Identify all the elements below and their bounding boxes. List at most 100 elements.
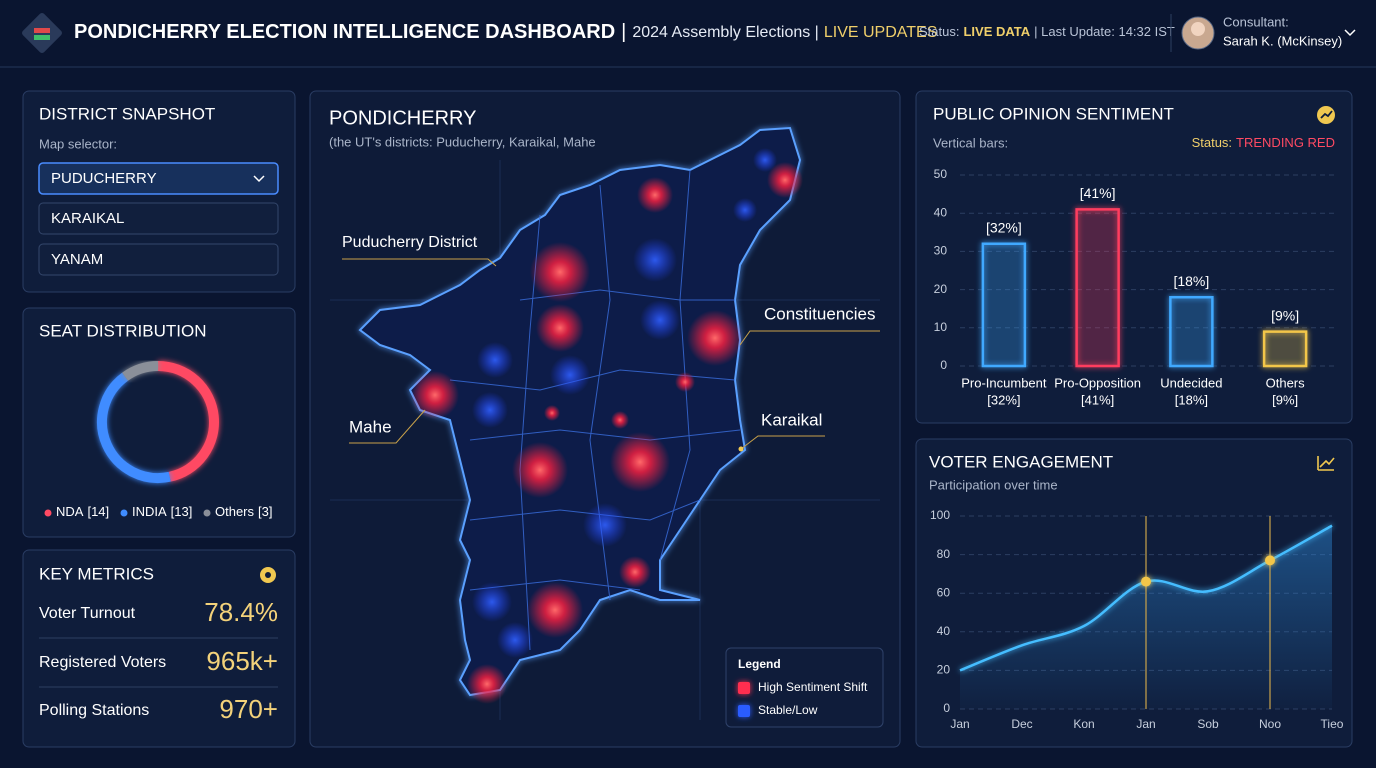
x-tick-label: Pro-Opposition (1054, 375, 1141, 390)
y-tick-label: 80 (937, 547, 951, 561)
live-label: LIVE UPDATES (824, 24, 938, 41)
x-tick-label: Others (1266, 375, 1306, 390)
hotspot (633, 238, 677, 282)
donut-segment (157, 361, 219, 482)
y-tick-label: 0 (943, 701, 950, 715)
hotspot (512, 442, 568, 498)
x-tick-label: Tieo (1321, 717, 1344, 731)
hotspot (477, 342, 513, 378)
x-tick-label: Noo (1259, 717, 1281, 731)
y-tick-label: 20 (937, 663, 951, 677)
legend-dot (44, 509, 52, 517)
option-box[interactable] (38, 243, 279, 276)
select-box[interactable] (38, 162, 279, 195)
y-tick-label: 100 (930, 508, 950, 522)
hotspot (611, 411, 629, 429)
legend-dot (203, 509, 211, 517)
map-subtitle: (the UT's districts: Puducherry, Karaika… (329, 134, 596, 149)
legend-label: INDIA [13] (132, 504, 192, 519)
legend-value: [13] (171, 504, 193, 519)
logo-stripe (34, 35, 50, 40)
map (330, 126, 880, 720)
map-label: Mahe (349, 417, 392, 436)
y-tick-label: 30 (934, 244, 948, 258)
data-label: [32%] (986, 219, 1022, 235)
option[interactable]: YANAM (51, 251, 103, 268)
leader-line (349, 409, 426, 444)
panel (22, 549, 296, 748)
y-tick-label: 40 (934, 205, 948, 219)
legend-name: INDIA (132, 504, 167, 519)
hotspot (583, 503, 627, 547)
panel (22, 307, 296, 538)
legend-dot (120, 509, 128, 517)
chevron[interactable] (1344, 29, 1356, 37)
hotspot (544, 405, 560, 421)
map-title: PONDICHERRY (329, 107, 476, 129)
legend-label: Others [3] (215, 504, 272, 519)
last-update: | Last Update: 14:32 IST (1034, 24, 1175, 39)
metric-value: 970+ (219, 694, 278, 724)
y-tick-label: 0 (940, 358, 947, 372)
logo (22, 13, 62, 53)
y-tick-label: 40 (937, 624, 951, 638)
y-tick-label: 20 (934, 282, 948, 296)
metric-value: 78.4% (204, 597, 278, 627)
highlight-point (1265, 555, 1275, 566)
panel-title: PUBLIC OPINION SENTIMENT (933, 104, 1174, 123)
map-label: Karaikal (761, 410, 822, 429)
chart-status: Status: TRENDING RED (1192, 135, 1335, 150)
header-title: PONDICHERRY ELECTION INTELLIGENCE DASHBO… (74, 21, 937, 43)
gear-hole (265, 572, 271, 578)
panel-title: DISTRICT SNAPSHOT (39, 104, 215, 123)
option[interactable]: PUDUCHERRY (51, 170, 157, 187)
legend-items: High Sentiment Shift Stable/Low (738, 680, 868, 717)
x-tick-label: Undecided (1160, 375, 1222, 390)
legend-label: NDA [14] (56, 504, 109, 519)
x-tick-label: Jan (950, 717, 969, 731)
hotspot (675, 372, 695, 392)
option[interactable]: KARAIKAL (51, 210, 124, 227)
data-label: [18%] (1173, 273, 1209, 289)
consultant-name[interactable]: Sarah K. (McKinsey) (1223, 33, 1342, 48)
hotspot (527, 582, 583, 638)
logo-stripe (34, 28, 50, 33)
marker-dot (738, 446, 744, 452)
hotspot (497, 622, 533, 658)
metric-label: Polling Stations (39, 702, 149, 719)
hotspot (550, 355, 590, 395)
status-label: Status: (919, 24, 959, 39)
y-tick-label: 10 (934, 320, 948, 334)
metric-label: Registered Voters (39, 654, 166, 671)
legend-label: Stable/Low (758, 703, 818, 717)
legend-swatch (738, 682, 750, 694)
hotspot (687, 310, 743, 366)
donut-segment (122, 361, 159, 381)
highlight-point (1141, 576, 1151, 587)
x-tick-label: Dec (1011, 717, 1032, 731)
subtitle: 2024 Assembly Elections | (632, 24, 818, 41)
hotspot (640, 300, 680, 340)
map-label: Constituencies (764, 304, 876, 323)
hotspot (619, 556, 651, 588)
data-label: [41%] (1080, 185, 1116, 201)
border (469, 429, 741, 441)
leader-line (739, 330, 880, 346)
trend-icon-line (1320, 110, 1333, 119)
metric-label: Voter Turnout (39, 605, 136, 622)
status-label: Status: (1192, 135, 1232, 150)
map-label: Puducherry District (342, 234, 478, 251)
legend-name: Others (215, 504, 255, 519)
hotspot (610, 432, 670, 492)
selector-label: Map selector: (39, 136, 117, 151)
map-legend (725, 647, 884, 728)
x-tick-sublabel: [32%] (987, 392, 1020, 407)
option-box[interactable] (38, 202, 279, 235)
hotspot (472, 582, 512, 622)
status-value: LIVE DATA (963, 24, 1030, 39)
x-tick-label: Sob (1197, 717, 1219, 731)
donut-segment (97, 372, 171, 483)
legend-title: Legend (738, 657, 781, 671)
